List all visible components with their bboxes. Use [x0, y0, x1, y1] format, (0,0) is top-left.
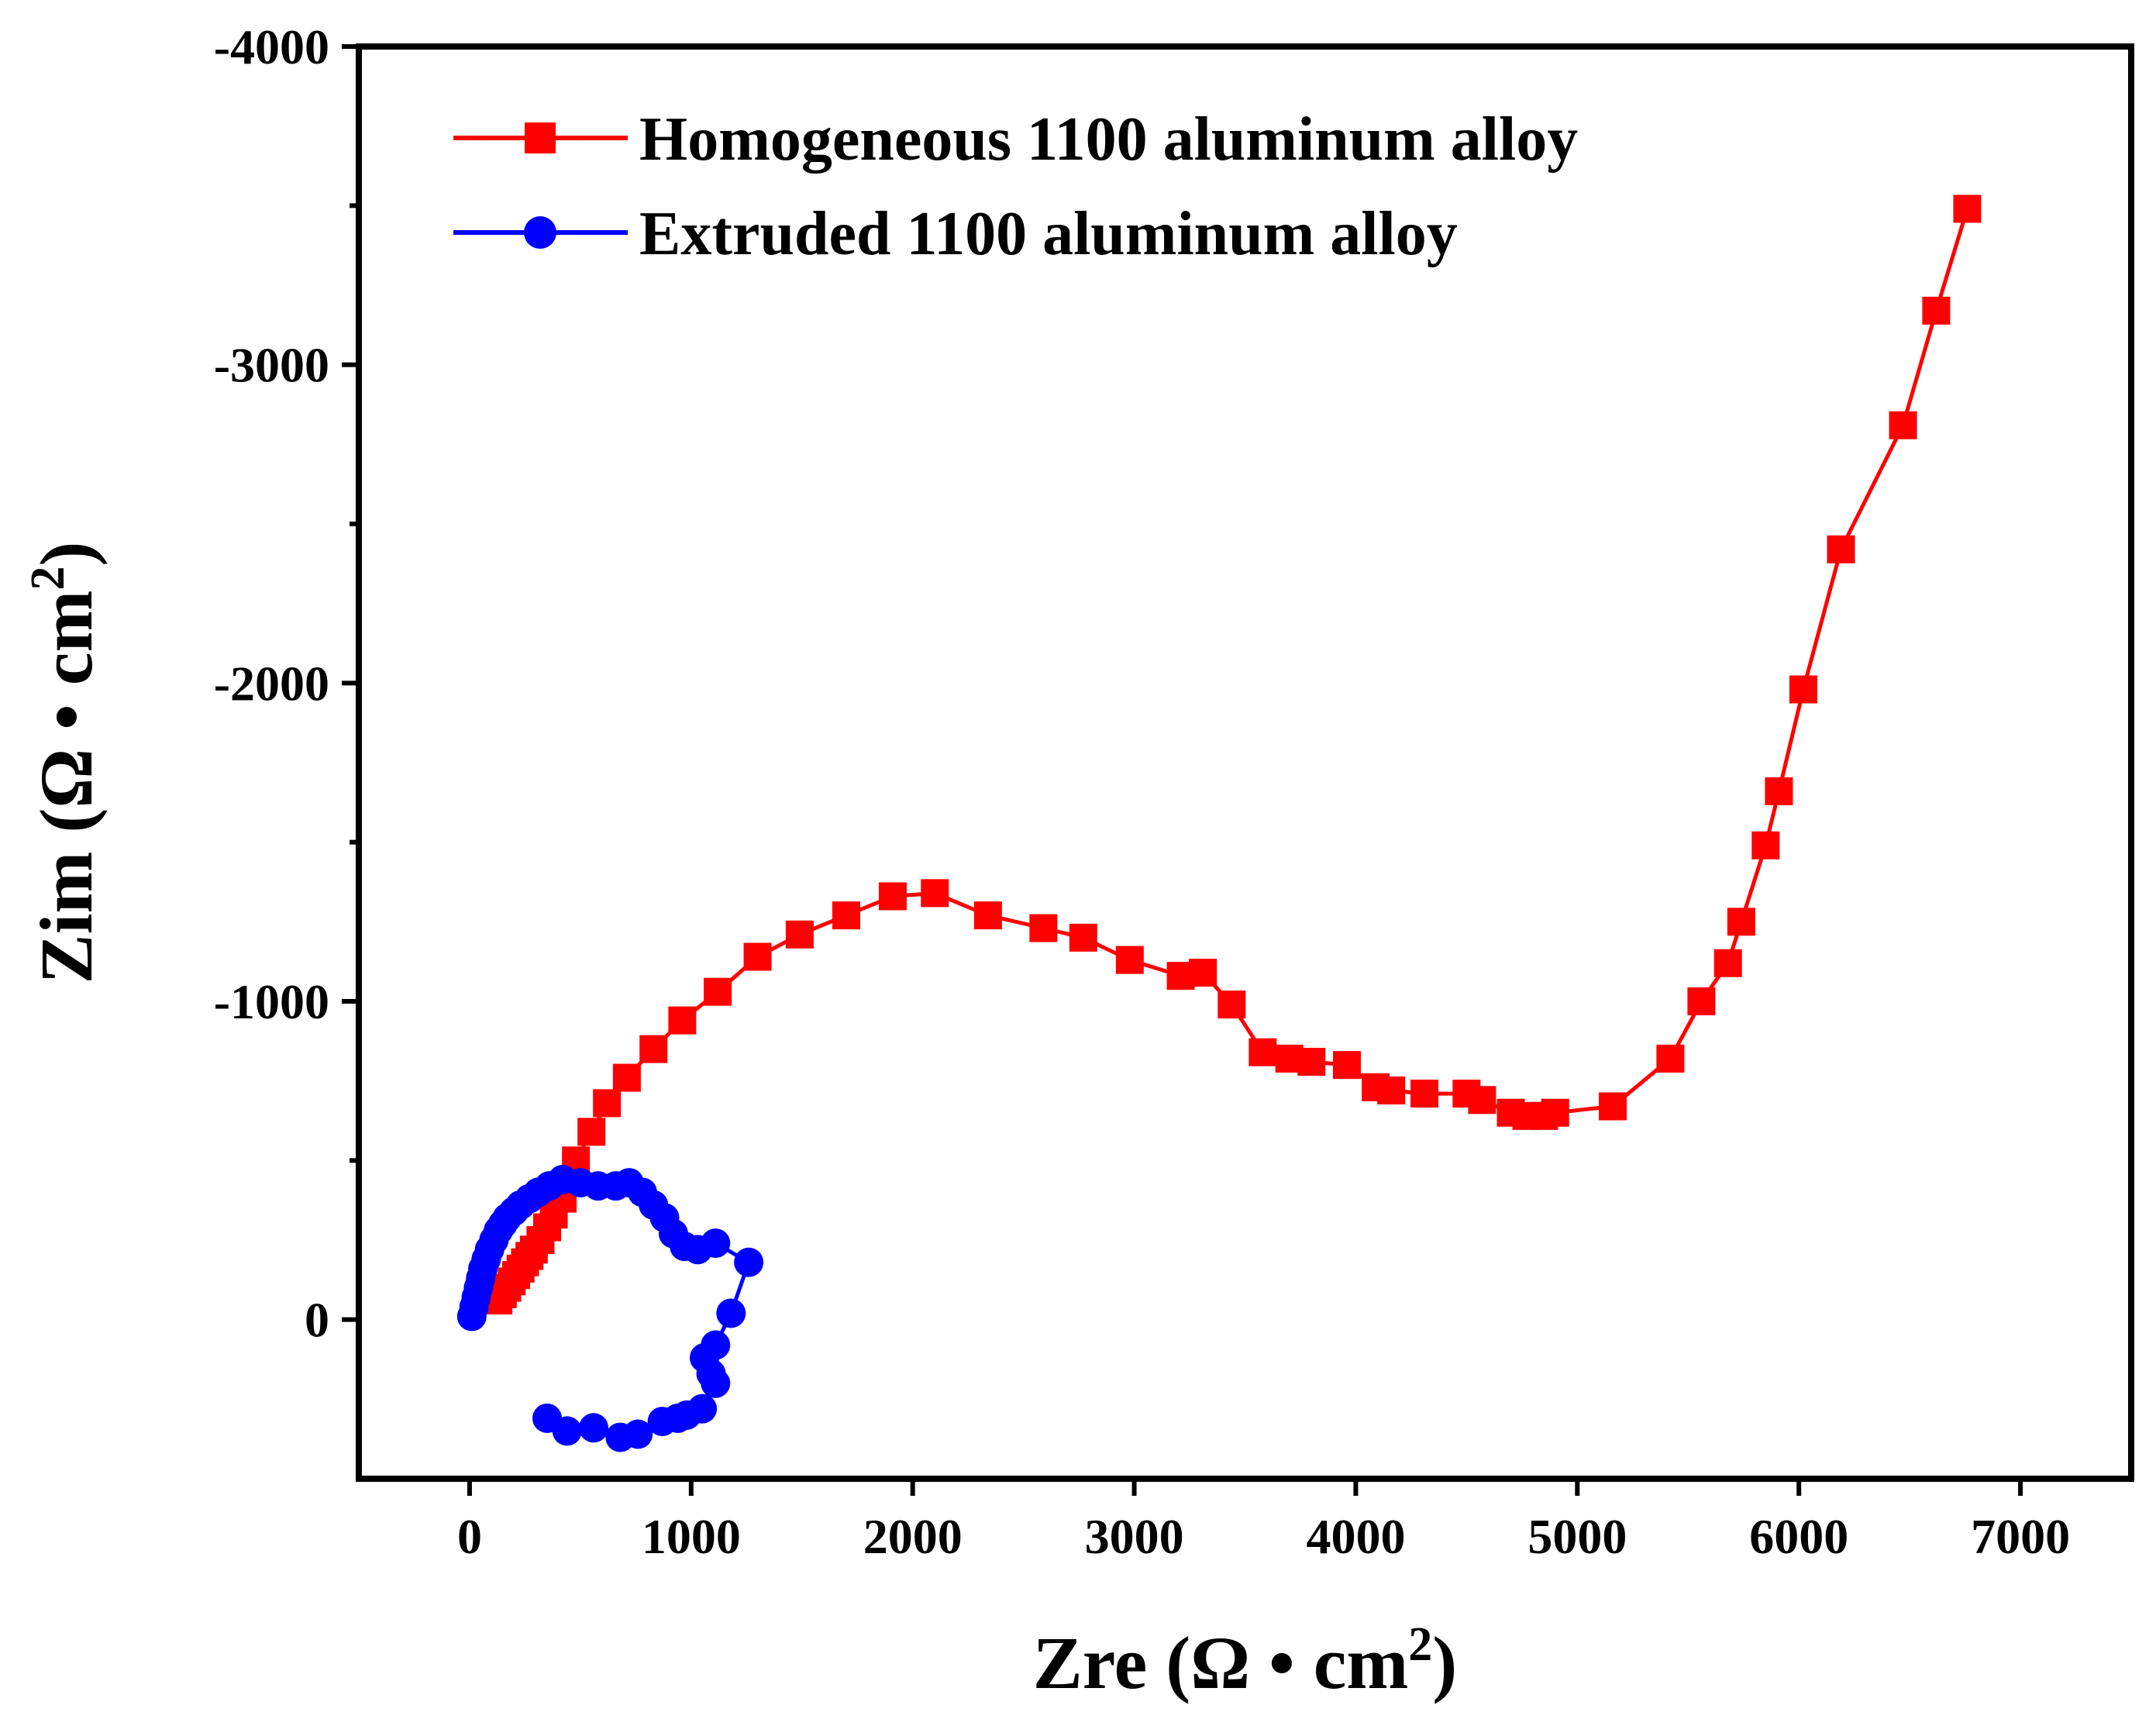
x-tick-label: 6000	[1749, 1509, 1848, 1564]
series-homogeneous	[484, 195, 1982, 1315]
y-axis-title-main: Zim (Ω • cm	[25, 591, 108, 984]
data-point	[921, 879, 949, 908]
data-point	[1687, 987, 1716, 1015]
x-tick-label: 0	[457, 1509, 482, 1564]
legend-marker-extruded	[524, 216, 556, 249]
data-point	[1069, 923, 1097, 952]
data-point	[1751, 831, 1780, 860]
data-point	[1656, 1044, 1685, 1073]
data-point	[704, 977, 732, 1006]
data-point	[577, 1118, 606, 1146]
data-point	[1827, 535, 1855, 563]
x-tick-label: 4000	[1306, 1509, 1405, 1564]
data-point	[1727, 908, 1755, 936]
x-tick-label: 3000	[1085, 1509, 1184, 1564]
data-point	[605, 1422, 635, 1452]
x-tick-label: 5000	[1527, 1509, 1627, 1564]
legend-marker-homogeneous	[525, 122, 556, 153]
y-axis-title-end: )	[25, 542, 108, 567]
ticks-layer: 0 1000 2000 3000 4000 5000 6000 7000 0 -1000 -2000…	[214, 19, 2070, 1564]
data-point	[878, 882, 907, 911]
legend-label-extruded: Extruded 1100 aluminum alloy	[639, 200, 1458, 268]
x-axis-title-end: )	[1432, 1621, 1457, 1704]
data-point	[701, 1368, 731, 1398]
data-point	[532, 1403, 562, 1433]
data-point	[579, 1413, 609, 1443]
data-point	[1599, 1092, 1627, 1121]
data-point	[1713, 949, 1742, 977]
data-point	[1115, 946, 1144, 974]
y-axis-title: Zim (Ω • cm2)	[22, 542, 108, 984]
data-point	[832, 901, 860, 930]
x-axis-title-main: Zre (Ω • cm	[1033, 1621, 1409, 1704]
y-tick-label: -4000	[214, 19, 329, 74]
data-point	[1410, 1080, 1439, 1108]
data-point	[593, 1089, 622, 1118]
series-line	[497, 208, 1969, 1302]
data-point	[973, 901, 1002, 930]
data-point	[647, 1407, 677, 1437]
x-axis-title-superscript: 2	[1408, 1618, 1432, 1671]
series-layer	[456, 195, 1982, 1452]
x-tick-label: 2000	[863, 1509, 963, 1564]
data-point	[1217, 990, 1246, 1019]
plot-frame	[356, 43, 2134, 1482]
data-point	[639, 1035, 668, 1063]
y-tick-label: -1000	[214, 974, 329, 1029]
data-point	[701, 1228, 731, 1259]
data-point	[612, 1063, 641, 1092]
data-point	[1889, 411, 1917, 439]
data-point	[668, 1006, 697, 1035]
data-point	[1248, 1038, 1277, 1066]
data-point	[734, 1247, 764, 1277]
data-point	[1468, 1086, 1496, 1114]
data-point	[1029, 914, 1058, 942]
x-tick-label: 7000	[1971, 1509, 2070, 1564]
data-point	[785, 920, 814, 949]
data-point	[1953, 195, 1982, 223]
y-tick-label: -2000	[214, 656, 329, 711]
data-point	[1922, 296, 1951, 325]
data-point	[1297, 1048, 1326, 1077]
data-point	[1541, 1098, 1569, 1127]
legend: Homogeneous 1100 aluminum alloy Extruded…	[453, 105, 1578, 268]
y-axis-title-superscript: 2	[22, 567, 74, 591]
y-tick-label: -3000	[214, 338, 329, 393]
y-tick-label: 0	[305, 1293, 329, 1348]
data-point	[716, 1298, 746, 1328]
data-point	[743, 942, 772, 971]
data-point	[1189, 959, 1217, 987]
series-extruded	[456, 1164, 764, 1452]
x-axis-title: Zre (Ω • cm2)	[1033, 1618, 1458, 1704]
data-point	[1789, 675, 1817, 704]
x-tick-label: 1000	[642, 1509, 741, 1564]
data-point	[1377, 1076, 1406, 1104]
data-point	[1765, 777, 1793, 805]
legend-label-homogeneous: Homogeneous 1100 aluminum alloy	[639, 105, 1578, 174]
data-point	[1333, 1051, 1362, 1080]
